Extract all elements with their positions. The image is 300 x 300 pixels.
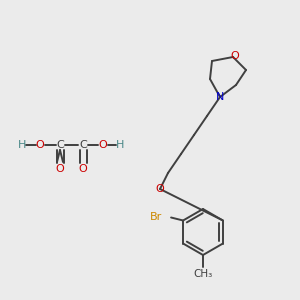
- Text: O: O: [56, 164, 64, 174]
- Text: Br: Br: [150, 212, 162, 223]
- Text: H: H: [18, 140, 26, 150]
- Text: O: O: [79, 164, 87, 174]
- Text: O: O: [156, 184, 164, 194]
- Text: O: O: [36, 140, 44, 150]
- Text: H: H: [116, 140, 124, 150]
- Text: O: O: [99, 140, 107, 150]
- Text: CH₃: CH₃: [194, 269, 213, 279]
- Text: O: O: [231, 51, 239, 61]
- Text: C: C: [56, 140, 64, 150]
- Text: N: N: [216, 92, 224, 102]
- Text: C: C: [79, 140, 87, 150]
